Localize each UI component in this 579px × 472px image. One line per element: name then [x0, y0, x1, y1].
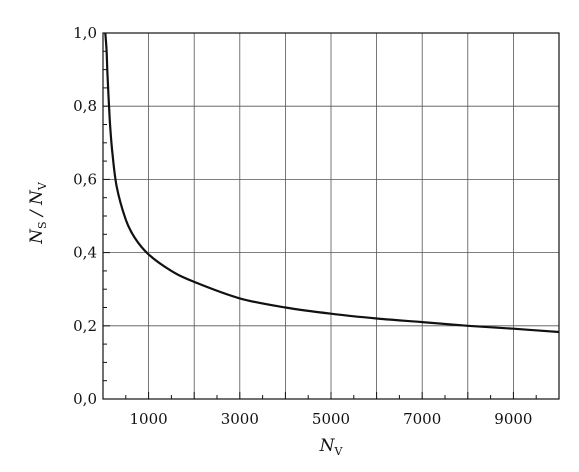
y-axis-title: NS / NV [27, 181, 49, 245]
x-tick-label: 3000 [221, 410, 259, 428]
tick-marks [103, 32, 537, 400]
x-axis-title: NV [319, 436, 344, 458]
x-tick-label: 1000 [130, 410, 168, 428]
grid-lines [103, 33, 559, 399]
x-tick-label: 7000 [403, 410, 441, 428]
x-tick-label: 5000 [312, 410, 350, 428]
y-tick-label: 0,2 [73, 317, 97, 335]
x-tick-label: 9000 [494, 410, 532, 428]
y-tick-label: 0,4 [73, 244, 97, 262]
y-tick-label: 0,8 [73, 97, 97, 115]
series-line [104, 32, 560, 334]
y-tick-label: 1,0 [73, 24, 97, 42]
tick-labels: 0,0 0,2 0,4 0,6 0,8 1,0 1000 3000 5000 7000 9000 [73, 24, 532, 428]
y-tick-label: 0,6 [73, 170, 97, 188]
series-layer [104, 32, 560, 334]
y-tick-label: 0,0 [73, 390, 97, 408]
